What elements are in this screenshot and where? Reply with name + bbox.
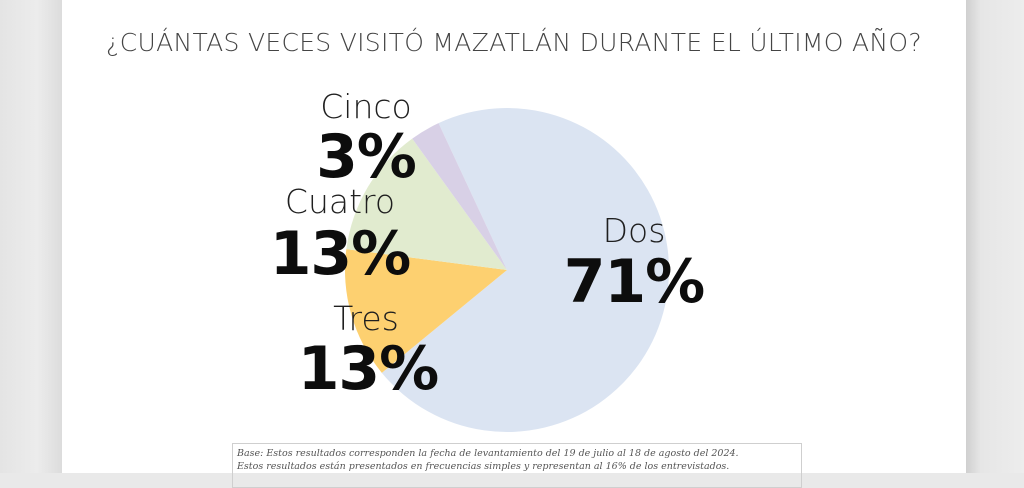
left-margin — [0, 0, 62, 473]
slice-label-cuatro: Cuatro — [285, 182, 395, 221]
slice-label-cinco: Cinco — [320, 87, 411, 126]
pie-slice-dos — [381, 108, 669, 432]
slice-value-cinco: 3% — [316, 122, 416, 192]
chart-title: ¿CUÁNTAS VECES VISITÓ MAZATLÁN DURANTE E… — [106, 28, 922, 57]
pie-slice-cuatro — [346, 138, 507, 270]
footnote: Base: Estos resultados corresponden la f… — [232, 443, 802, 488]
slice-value-dos: 71% — [564, 247, 705, 317]
footnote-line-2: Estos resultados están presentados en fr… — [237, 461, 730, 472]
pie-slice-cinco — [412, 123, 507, 271]
slice-value-cuatro: 13% — [270, 219, 411, 289]
pie-slice-tres — [345, 249, 507, 373]
report-page: ¿CUÁNTAS VECES VISITÓ MAZATLÁN DURANTE E… — [62, 0, 966, 488]
slice-label-dos: Dos — [603, 211, 666, 250]
footnote-line-1: Base: Estos resultados corresponden la f… — [237, 448, 739, 459]
right-margin — [966, 0, 1024, 473]
slice-label-tres: Tres — [333, 299, 399, 338]
slice-value-tres: 13% — [298, 334, 439, 404]
